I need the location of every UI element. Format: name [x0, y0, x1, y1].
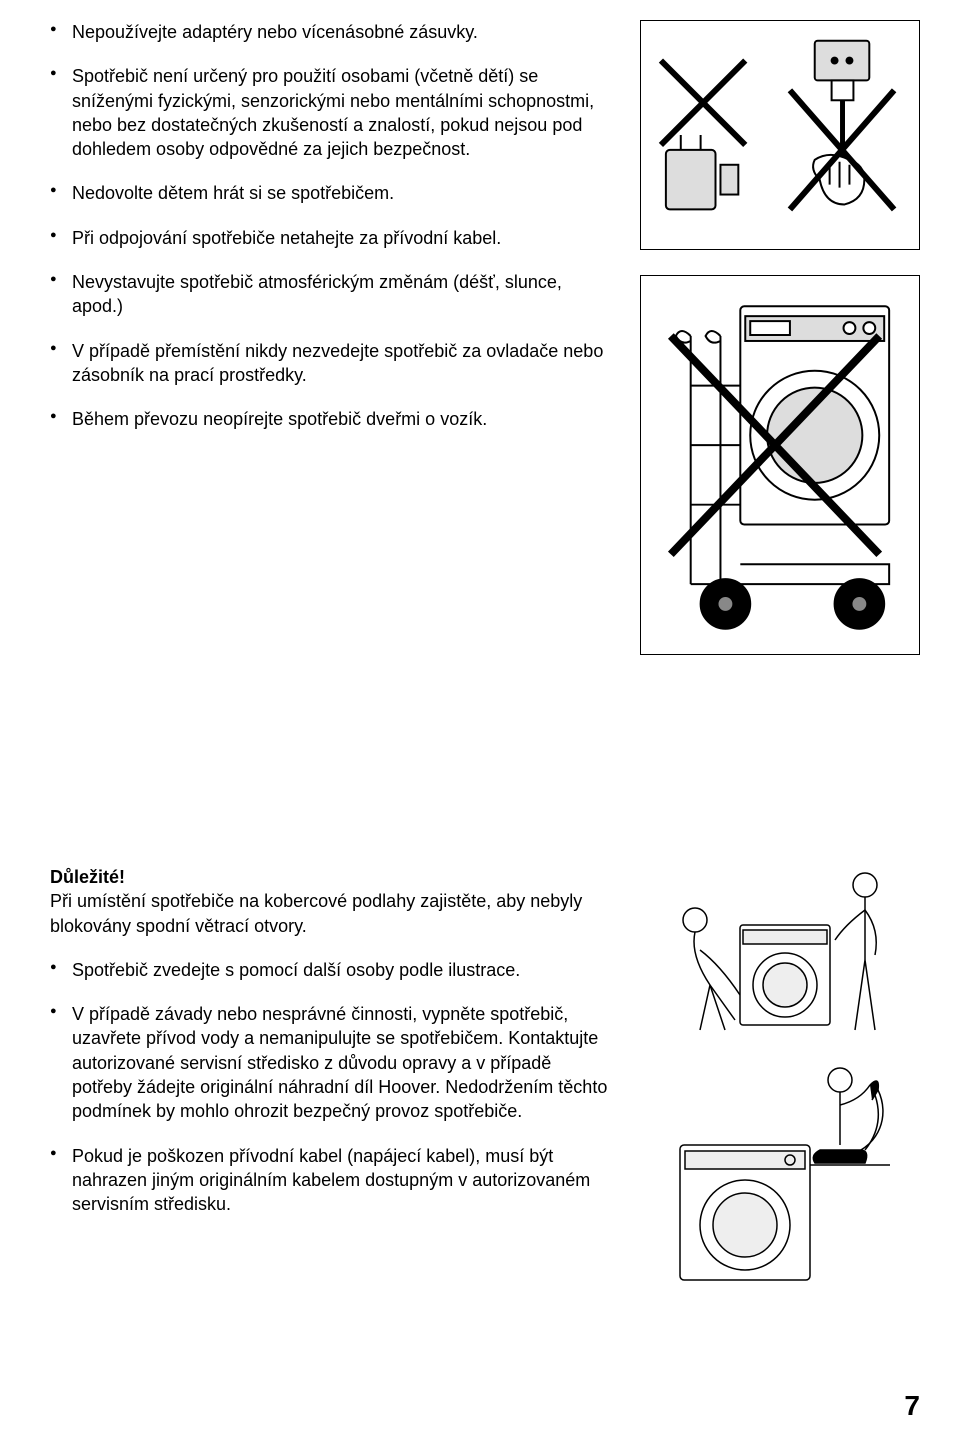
note-title: Důležité! [50, 867, 125, 887]
bullet-item: V případě závady nebo nesprávné činnosti… [50, 1002, 610, 1123]
bullet-item: Pokud je poškozen přívodní kabel (napáje… [50, 1144, 610, 1217]
bullet-item: Během převozu neopírejte spotřebič dveřm… [50, 407, 610, 431]
illustration-washer-trolley [640, 275, 920, 655]
bullet-item: Nevystavujte spotřebič atmosférickým změ… [50, 270, 610, 319]
bullet-item: Při odpojování spotřebiče netahejte za p… [50, 226, 610, 250]
illustration-service [640, 1055, 920, 1285]
page-number: 7 [904, 1390, 920, 1422]
bullet-item: Nepoužívejte adaptéry nebo vícenásobné z… [50, 20, 610, 44]
important-note: Důležité! Při umístění spotřebiče na kob… [50, 865, 610, 938]
bullet-item: Spotřebič zvedejte s pomocí další osoby … [50, 958, 610, 982]
note-body: Při umístění spotřebiče na kobercové pod… [50, 891, 582, 935]
bullet-item: Spotřebič není určený pro použití osobam… [50, 64, 610, 161]
bullet-item: V případě přemístění nikdy nezvedejte sp… [50, 339, 610, 388]
bullet-item: Nedovolte dětem hrát si se spotřebičem. [50, 181, 610, 205]
illustration-plug-cord [640, 20, 920, 250]
bottom-illustration-column [640, 865, 920, 1285]
top-illustration-column [640, 20, 920, 655]
top-text-column: Nepoužívejte adaptéry nebo vícenásobné z… [50, 20, 610, 655]
bottom-text-column: Důležité! Při umístění spotřebiče na kob… [50, 865, 610, 1285]
bottom-bullet-list: Spotřebič zvedejte s pomocí další osoby … [50, 958, 610, 1217]
illustration-lifting [640, 865, 920, 1045]
top-bullet-list: Nepoužívejte adaptéry nebo vícenásobné z… [50, 20, 610, 432]
